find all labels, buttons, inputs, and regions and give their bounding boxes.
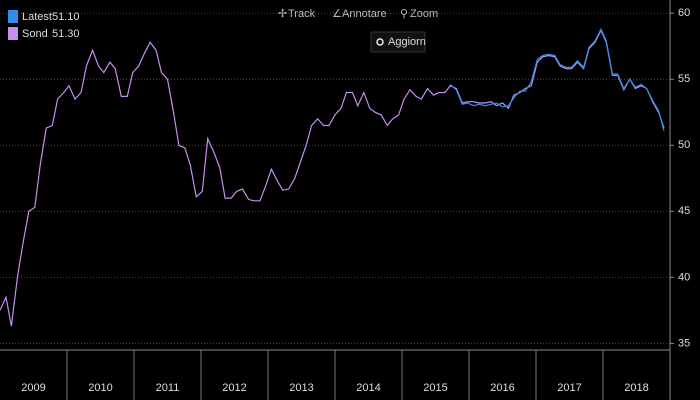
legend-label: Sond [22, 28, 48, 40]
legend-entry: Sond 51.30 [8, 27, 80, 40]
series-line [449, 27, 665, 131]
toolbar-icon: ∠ [332, 8, 342, 20]
toolbar-item[interactable]: Zoom [410, 8, 438, 20]
x-tick-label: 2010 [88, 382, 112, 394]
legend-value: 51.10 [52, 11, 80, 23]
toolbar-icon: ⚲ [400, 8, 408, 20]
y-tick-label: 40 [678, 271, 690, 283]
x-tick-label: 2013 [289, 382, 313, 394]
x-tick-label: 2016 [490, 382, 514, 394]
legend-swatch [8, 10, 18, 23]
toolbar-item[interactable]: Track [288, 8, 316, 20]
y-tick-label: 55 [678, 73, 690, 85]
x-tick-label: 2009 [21, 382, 45, 394]
x-tick-label: 2017 [557, 382, 581, 394]
legend-entry: Latest 51.10 [8, 10, 80, 23]
y-tick-label: 50 [678, 139, 690, 151]
x-tick-label: 2018 [624, 382, 648, 394]
y-tick-label: 35 [678, 337, 690, 349]
x-tick-label: 2011 [156, 382, 180, 394]
legend-label: Latest [22, 11, 52, 23]
series-line [0, 29, 665, 327]
y-tick-label: 60 [678, 7, 690, 19]
x-tick-label: 2015 [423, 382, 447, 394]
x-tick-label: 2012 [222, 382, 246, 394]
legend-value: 51.30 [52, 28, 80, 40]
legend-swatch [8, 27, 18, 40]
x-tick-label: 2014 [356, 382, 380, 394]
refresh-icon [376, 38, 384, 46]
y-tick-label: 45 [678, 205, 690, 217]
toolbar-item[interactable]: Annotare [342, 8, 387, 20]
refresh-button-bg[interactable] [370, 31, 426, 53]
toolbar-icon: ✢ [278, 8, 287, 20]
refresh-button[interactable]: Aggiorn [388, 36, 426, 48]
